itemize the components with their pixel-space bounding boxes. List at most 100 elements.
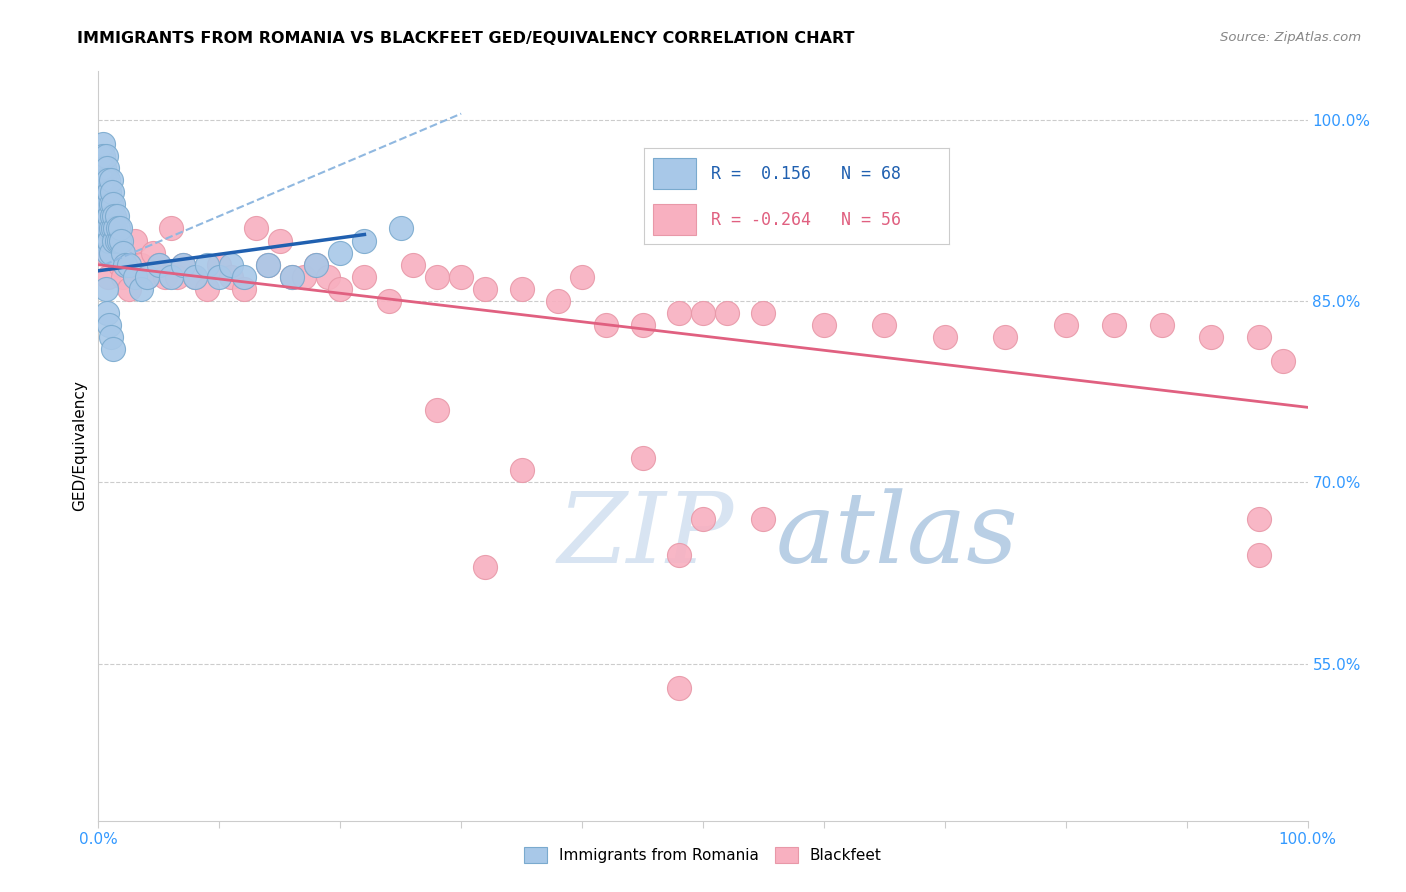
Point xyxy=(98,234,121,248)
Point xyxy=(668,548,690,562)
Point xyxy=(108,221,131,235)
Point xyxy=(716,306,738,320)
Point xyxy=(108,234,131,248)
Point xyxy=(269,234,291,248)
Point xyxy=(692,511,714,525)
Point xyxy=(547,293,569,308)
Point xyxy=(668,681,690,695)
Point xyxy=(752,306,775,320)
Point xyxy=(1249,330,1271,344)
Point xyxy=(97,221,120,235)
Point xyxy=(172,258,194,272)
Point xyxy=(100,221,122,235)
Point xyxy=(142,245,165,260)
Point xyxy=(103,234,125,248)
Point xyxy=(124,269,146,284)
Point xyxy=(105,210,128,224)
Point xyxy=(631,318,654,333)
Point xyxy=(510,463,533,477)
Point xyxy=(221,269,243,284)
Point xyxy=(100,173,122,187)
Point xyxy=(93,210,115,224)
Point xyxy=(129,282,152,296)
Y-axis label: GED/Equivalency: GED/Equivalency xyxy=(72,381,87,511)
Point xyxy=(377,293,399,308)
Point xyxy=(135,269,157,284)
Point xyxy=(107,221,129,235)
Point xyxy=(96,161,118,175)
Point xyxy=(114,258,136,272)
Point xyxy=(1199,330,1222,344)
Point xyxy=(94,149,117,163)
Point xyxy=(91,173,114,187)
Point xyxy=(281,269,304,284)
Point xyxy=(101,210,124,224)
Point xyxy=(104,221,127,235)
Point xyxy=(98,185,121,199)
Point xyxy=(94,185,117,199)
Point xyxy=(96,221,118,235)
Point xyxy=(110,234,132,248)
Point xyxy=(329,245,352,260)
Point xyxy=(873,318,896,333)
Legend: Immigrants from Romania, Blackfeet: Immigrants from Romania, Blackfeet xyxy=(519,841,887,869)
Point xyxy=(571,269,593,284)
Point xyxy=(96,306,118,320)
Point xyxy=(93,173,115,187)
Point xyxy=(994,330,1017,344)
Point xyxy=(111,269,134,284)
Point xyxy=(474,282,496,296)
Point xyxy=(232,282,254,296)
Point xyxy=(160,269,183,284)
Point xyxy=(91,221,114,235)
Point xyxy=(1152,318,1174,333)
Point xyxy=(195,282,218,296)
Point xyxy=(101,197,124,211)
Point xyxy=(329,282,352,296)
Point xyxy=(97,245,120,260)
FancyBboxPatch shape xyxy=(654,158,696,188)
Point xyxy=(91,136,114,151)
Point xyxy=(101,343,124,357)
Point xyxy=(595,318,617,333)
Point xyxy=(100,185,122,199)
Point xyxy=(1054,318,1077,333)
Point xyxy=(208,258,231,272)
Point xyxy=(105,234,128,248)
Point xyxy=(184,269,207,284)
Point xyxy=(692,306,714,320)
Point xyxy=(118,258,141,272)
Point xyxy=(1272,354,1295,368)
Text: IMMIGRANTS FROM ROMANIA VS BLACKFEET GED/EQUIVALENCY CORRELATION CHART: IMMIGRANTS FROM ROMANIA VS BLACKFEET GED… xyxy=(77,31,855,46)
Point xyxy=(94,245,117,260)
Point xyxy=(135,269,157,284)
Point xyxy=(450,269,472,284)
Point xyxy=(510,282,533,296)
Point xyxy=(160,221,183,235)
Point xyxy=(148,258,170,272)
Point xyxy=(90,149,112,163)
Text: R = -0.264   N = 56: R = -0.264 N = 56 xyxy=(711,211,901,229)
Point xyxy=(97,197,120,211)
Point xyxy=(100,197,122,211)
Point xyxy=(94,234,117,248)
Point xyxy=(96,197,118,211)
Text: ZIP: ZIP xyxy=(558,488,734,583)
Point xyxy=(98,210,121,224)
Point xyxy=(353,234,375,248)
Point xyxy=(402,258,425,272)
Point xyxy=(98,318,121,333)
Point xyxy=(813,318,835,333)
Point xyxy=(108,258,131,272)
Point xyxy=(426,269,449,284)
Text: Source: ZipAtlas.com: Source: ZipAtlas.com xyxy=(1220,31,1361,45)
Point xyxy=(245,221,267,235)
Point xyxy=(91,161,114,175)
Point xyxy=(353,269,375,284)
Point xyxy=(111,245,134,260)
Point xyxy=(91,149,114,163)
Point xyxy=(292,269,315,284)
Point xyxy=(96,185,118,199)
Point xyxy=(631,451,654,466)
Point xyxy=(221,258,243,272)
